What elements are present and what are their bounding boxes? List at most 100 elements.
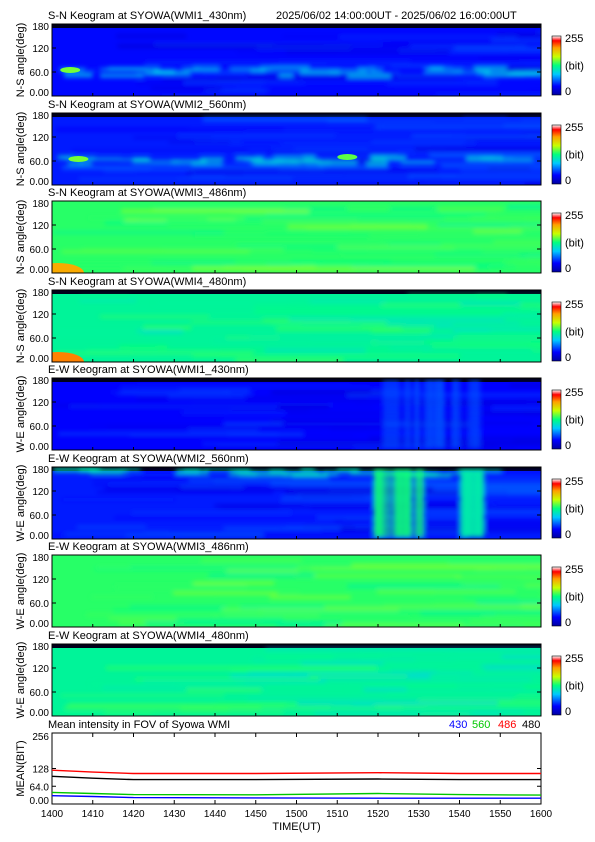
colorbar	[551, 655, 562, 716]
keogram-panel: E-W Keogram at SYOWA(WMI1_430nm)180 120 60…	[15, 364, 584, 453]
feature-band	[409, 472, 451, 478]
series-line-430	[51, 795, 541, 799]
y-tick-label: 120	[32, 221, 49, 232]
heatmap-top-edge	[52, 644, 541, 648]
heatmap-top-edge	[52, 290, 541, 294]
feature-band	[328, 70, 368, 73]
y-tick-label: 120	[32, 398, 49, 409]
legend-entry: 486	[498, 719, 516, 731]
colorbar	[551, 566, 562, 627]
keogram-panel: E-W Keogram at SYOWA(WMI2_560nm)180 120 60…	[15, 453, 584, 542]
heatmap	[52, 555, 541, 627]
legend-entry: 480	[522, 719, 540, 731]
feature-band	[170, 159, 207, 164]
colorbar-max-label: 255	[565, 299, 583, 311]
y-tick-label: 60.0	[30, 334, 50, 345]
feature-band	[370, 155, 406, 160]
keogram-panel: S-N Keogram at SYOWA(WMI3_486nm)180 120 60…	[15, 187, 584, 276]
y-tick-label: 60.0	[30, 599, 50, 610]
series-line-480	[51, 775, 541, 781]
time-range-label: 2025/06/02 14:00:00UT - 2025/06/02 16:00…	[276, 10, 517, 22]
keogram-panel: E-W Keogram at SYOWA(WMI3_486nm)180 120 60…	[15, 541, 584, 630]
heatmap	[52, 201, 541, 273]
y-axis-label: N-S angle(deg)	[15, 112, 27, 187]
feature-band	[477, 69, 491, 74]
colorbar	[551, 478, 562, 539]
y-tick-label: 256	[32, 732, 49, 743]
y-tick-label: 0.00	[30, 442, 50, 453]
heatmap	[52, 24, 541, 96]
feature-band	[299, 70, 341, 75]
feature-column	[406, 469, 413, 537]
feature-column	[374, 469, 383, 537]
feature-band	[132, 160, 181, 163]
colorbar-min-label: 0	[565, 86, 571, 98]
feature-band	[119, 468, 141, 472]
heatmap-top-edge	[52, 113, 541, 117]
feature-band	[182, 68, 198, 71]
heatmap	[52, 644, 541, 716]
feature-band	[245, 470, 290, 476]
heatmap	[52, 290, 541, 362]
feature-band	[68, 162, 84, 166]
y-axis-label: W-E angle(deg)	[15, 376, 27, 453]
y-tick-label: 60.0	[30, 245, 50, 256]
feature-band	[260, 66, 310, 70]
y-tick-label: 0.00	[30, 796, 50, 807]
feature-spot	[337, 154, 358, 160]
panel-title: S-N Keogram at SYOWA(WMI2_560nm)	[48, 99, 246, 111]
colorbar	[551, 124, 562, 185]
colorbar-unit-label: (bit)	[565, 592, 584, 604]
feature-band	[366, 162, 389, 166]
feature-band	[238, 472, 258, 476]
feature-band	[480, 157, 496, 160]
y-tick-label: 180	[32, 642, 49, 653]
y-tick-label: 180	[32, 22, 49, 33]
y-tick-label: 180	[32, 465, 49, 476]
feature-band	[424, 68, 464, 73]
feature-band	[175, 469, 209, 475]
y-tick-label: 0.00	[30, 354, 50, 365]
x-tick-label: 1550	[489, 809, 512, 820]
colorbar	[551, 389, 562, 450]
feature-column	[467, 469, 473, 537]
x-tick-label: 1400	[41, 809, 64, 820]
colorbar-min-label: 0	[565, 617, 571, 629]
y-axis-label: N-S angle(deg)	[15, 23, 27, 98]
feature-band	[290, 161, 332, 165]
panel-title: E-W Keogram at SYOWA(WMI3_486nm)	[48, 541, 249, 553]
colorbar	[551, 301, 562, 362]
y-tick-label: 0.00	[30, 531, 50, 542]
x-tick-label: 1530	[408, 809, 431, 820]
keogram-panel: S-N Keogram at SYOWA(WMI1_430nm) 2025/06/…	[15, 10, 584, 99]
feature-band	[250, 160, 297, 164]
feature-band	[230, 67, 272, 70]
y-axis-label: N-S angle(deg)	[15, 289, 27, 364]
feature-column	[427, 380, 436, 448]
feature-band	[300, 467, 315, 471]
x-axis-label: TIME(UT)	[272, 821, 320, 833]
y-tick-label: 60.0	[30, 511, 50, 522]
feature-column	[384, 469, 392, 537]
y-tick-label: 180	[32, 553, 49, 564]
colorbar-min-label: 0	[565, 352, 571, 364]
feature-band	[474, 66, 507, 72]
x-tick-label: 1420	[122, 809, 145, 820]
feature-band	[74, 157, 121, 161]
series-line-486	[51, 769, 541, 775]
heatmap-top-edge	[52, 467, 541, 471]
y-tick-label: 60.0	[30, 68, 50, 79]
feature-band	[273, 156, 315, 159]
panel-title: E-W Keogram at SYOWA(WMI2_560nm)	[48, 453, 249, 465]
feature-band	[99, 73, 145, 78]
panel-title: S-N Keogram at SYOWA(WMI4_480nm)	[48, 276, 246, 288]
x-tick-label: 1450	[245, 809, 268, 820]
colorbar-unit-label: (bit)	[565, 150, 584, 162]
feature-band	[452, 69, 478, 72]
colorbar-unit-label: (bit)	[565, 681, 584, 693]
feature-band	[349, 471, 380, 475]
colorbar-max-label: 255	[565, 33, 583, 45]
y-axis-label: W-E angle(deg)	[15, 642, 27, 719]
feature-band	[235, 156, 264, 161]
y-tick-label: 180	[32, 199, 49, 210]
